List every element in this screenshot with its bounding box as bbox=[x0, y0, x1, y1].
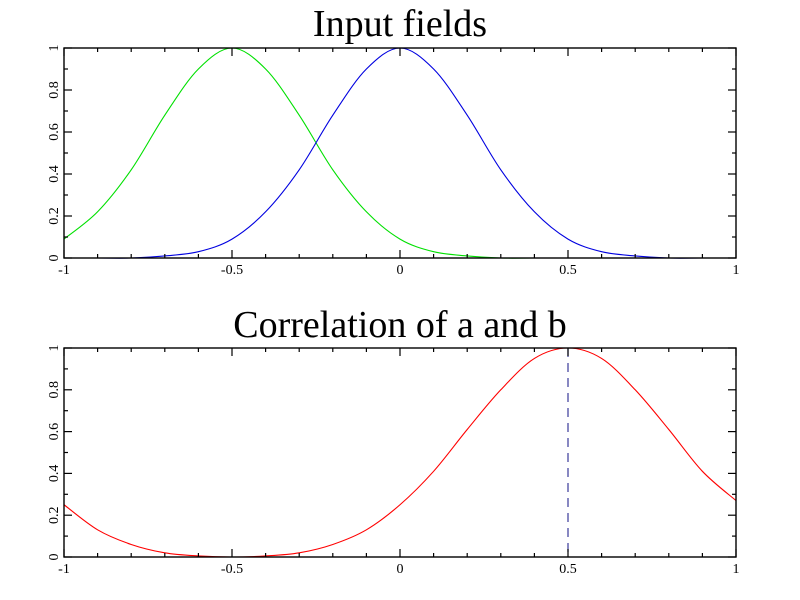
x-tick-label: 0 bbox=[397, 562, 404, 577]
chart-title: Input fields bbox=[313, 3, 487, 45]
plot-frame bbox=[63, 47, 737, 259]
x-tick-label: 0 bbox=[397, 263, 404, 278]
y-tick-label: 0 bbox=[47, 255, 62, 262]
chart-title: Correlation of a and b bbox=[233, 304, 566, 346]
y-tick-label: 1 bbox=[47, 345, 62, 352]
bottom-chart: Correlation of a and b -1 -0.5 0 0.5 1 0 0.2 0.… bbox=[47, 304, 740, 577]
x-tick-label: -1 bbox=[58, 562, 70, 577]
y-tick-label: 0.6 bbox=[47, 123, 62, 141]
axes-layer-0: -1 -0.5 0 0.5 1 0 0.2 0.4 0.6 0.8 1 bbox=[47, 45, 740, 279]
y-tick-label: 1 bbox=[47, 45, 62, 52]
top-chart: Input fields -1 -0.5 0 0.5 1 0 0.2 0.4 0.6 0.8 1 bbox=[47, 3, 740, 278]
curves-layer-0 bbox=[63, 47, 736, 259]
x-tick-label: -0.5 bbox=[221, 562, 243, 577]
series-line-1 bbox=[63, 47, 736, 259]
y-tick-label: 0.2 bbox=[47, 506, 62, 524]
y-tick-label: 0 bbox=[47, 554, 62, 561]
y-tick-label: 0.4 bbox=[47, 465, 62, 483]
series-line-0 bbox=[63, 47, 736, 259]
x-tick-label: -0.5 bbox=[221, 263, 243, 278]
y-tick-label: 0.6 bbox=[47, 423, 62, 441]
curves-layer-1 bbox=[63, 347, 737, 558]
y-tick-label: 0.8 bbox=[47, 381, 62, 399]
x-tick-label: 1 bbox=[733, 263, 740, 278]
x-tick-label: 0.5 bbox=[559, 263, 577, 278]
series-line-0 bbox=[63, 347, 737, 558]
plot-frame bbox=[63, 347, 737, 558]
y-tick-label: 0.4 bbox=[47, 165, 62, 183]
axes-layer-1: -1 -0.5 0 0.5 1 0 0.2 0.4 0.6 0.8 1 bbox=[47, 345, 740, 578]
x-tick-label: 1 bbox=[733, 562, 740, 577]
x-tick-label: 0.5 bbox=[559, 562, 577, 577]
y-tick-label: 0.2 bbox=[47, 207, 62, 225]
x-tick-label: -1 bbox=[58, 263, 70, 278]
y-tick-label: 0.8 bbox=[47, 81, 62, 99]
